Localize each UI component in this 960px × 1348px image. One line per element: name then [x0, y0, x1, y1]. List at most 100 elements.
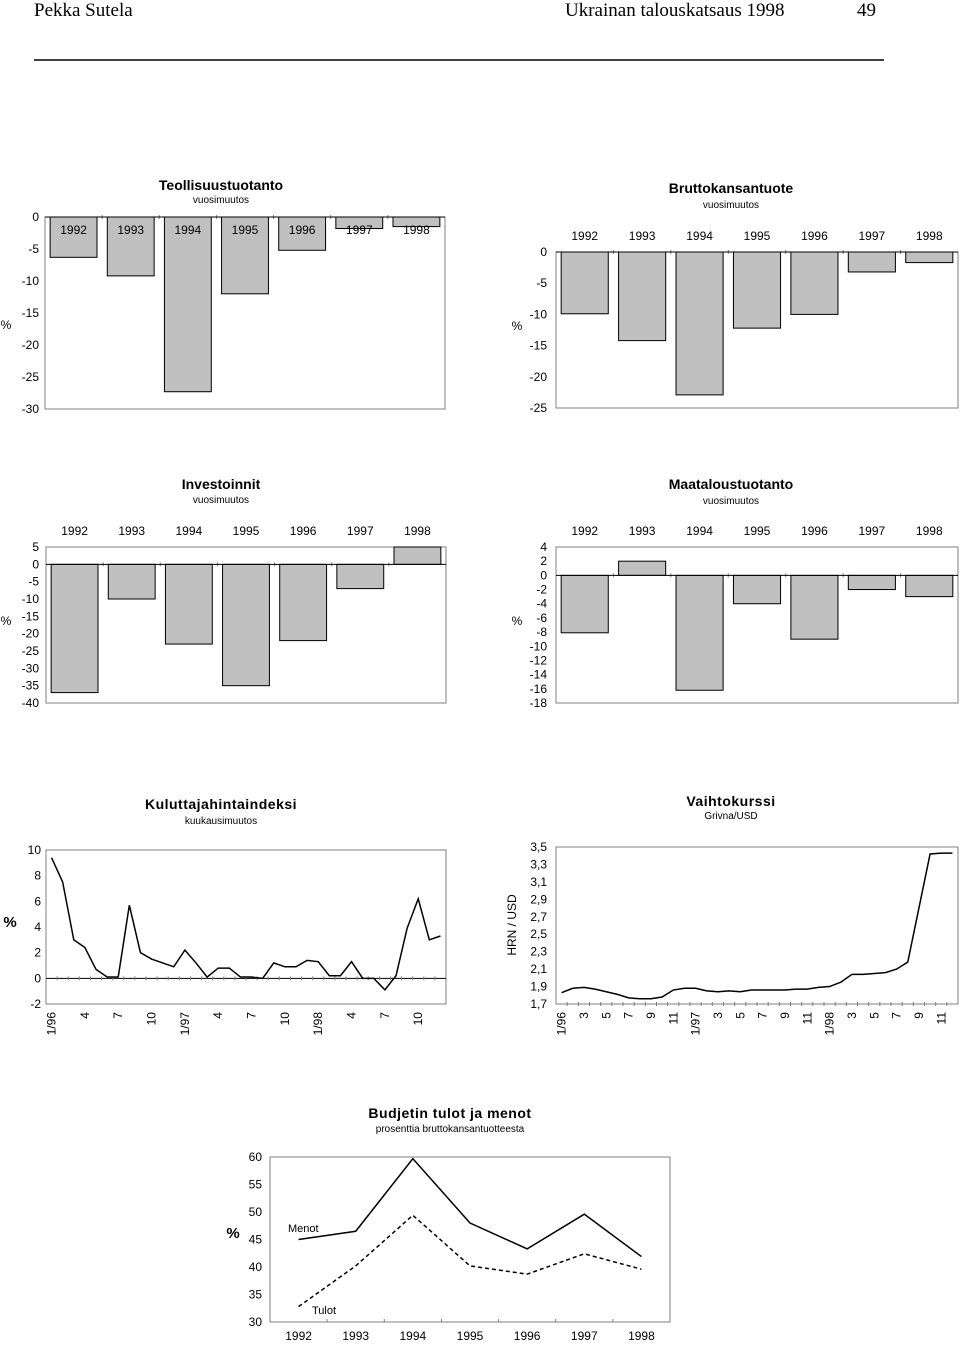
- y-tick-label: -10: [530, 307, 548, 321]
- bar-1992: [560, 251, 609, 315]
- category-label: 1992: [571, 524, 598, 538]
- category-label: 1997: [859, 229, 886, 243]
- x-tick-label: 7: [378, 1012, 392, 1019]
- y-tick-label: 60: [249, 1150, 263, 1164]
- header-author: Pekka Sutela: [34, 0, 133, 21]
- y-tick-label: 0: [32, 557, 39, 571]
- category-label: 1995: [233, 524, 260, 538]
- x-tick-label: 4: [211, 1012, 225, 1019]
- y-tick-label: -2: [536, 583, 547, 597]
- y-tick-label: 40: [249, 1260, 263, 1274]
- y-axis-label: %: [3, 914, 16, 931]
- chart-budjetti: Budjetin tulot ja menot prosenttia brutto…: [226, 1105, 671, 1343]
- series-line-menot: [298, 1157, 642, 1258]
- x-tick-label: 3: [711, 1012, 725, 1019]
- chart-title: Maataloustuotanto: [669, 476, 793, 492]
- y-tick-label: -2: [30, 997, 41, 1011]
- series-line: [50, 857, 441, 992]
- x-tick-label: 11: [800, 1012, 814, 1025]
- bar-1998: [905, 574, 954, 598]
- category-label: 1997: [347, 524, 374, 538]
- bar-1993: [106, 216, 155, 277]
- x-tick-label: 7: [111, 1012, 125, 1019]
- y-tick-label: 0: [540, 568, 547, 582]
- bar-1995: [732, 251, 782, 329]
- series-line-tulot: [298, 1214, 642, 1308]
- y-tick-label: -12: [530, 653, 548, 667]
- chart-title: Kuluttajahintaindeksi: [145, 796, 297, 812]
- category-label: 1995: [457, 1329, 484, 1343]
- y-tick-label: 30: [249, 1315, 263, 1329]
- y-tick-label: -16: [530, 682, 548, 696]
- y-tick-label: 2,1: [530, 962, 547, 976]
- x-tick-label: 3: [845, 1012, 859, 1019]
- plot-area: [555, 546, 959, 704]
- bar-1993: [107, 563, 156, 600]
- y-tick-label: -10: [530, 639, 548, 653]
- y-tick-label: 4: [34, 920, 41, 934]
- chart-subtitle: vuosimuutos: [703, 200, 759, 211]
- y-tick-label: -20: [22, 627, 40, 641]
- y-tick-label: 55: [249, 1178, 263, 1192]
- category-label: 1995: [232, 223, 259, 237]
- category-label: 1996: [801, 524, 828, 538]
- y-tick-label: 2,5: [530, 927, 547, 941]
- y-axis-label: HRN / USD: [505, 894, 519, 956]
- category-label: 1996: [290, 524, 317, 538]
- x-tick-label: 9: [912, 1012, 926, 1019]
- y-tick-label: 3,5: [530, 840, 547, 854]
- x-tick-label: 11: [666, 1012, 680, 1025]
- y-tick-label: 6: [34, 894, 41, 908]
- chart-title: Teollisuustuotanto: [159, 177, 283, 193]
- chart-subtitle: kuukausimuutos: [185, 816, 257, 827]
- y-tick-label: 35: [249, 1288, 263, 1302]
- chart-title: Vaihtokurssi: [686, 793, 775, 809]
- category-label: 1995: [744, 524, 771, 538]
- bar-1993: [618, 251, 667, 342]
- y-tick-label: -40: [22, 696, 40, 710]
- plot-area: [555, 846, 959, 1005]
- bar-1994: [675, 251, 724, 396]
- y-tick-label: -5: [28, 242, 39, 256]
- x-tick-label: 5: [867, 1012, 881, 1019]
- y-tick-label: 8: [34, 869, 41, 883]
- x-tick-label: 7: [756, 1012, 770, 1019]
- category-label: 1992: [285, 1329, 312, 1343]
- chart-kuluttajahinta: Kuluttajahintaindeksi kuukausimuutos 10 8 6 4…: [3, 796, 447, 1036]
- y-tick-label: 10: [28, 843, 42, 857]
- y-tick-label: 50: [249, 1205, 263, 1219]
- x-tick-label: 7: [245, 1012, 259, 1019]
- bar-1994: [164, 563, 213, 645]
- bar-1993: [618, 560, 667, 576]
- y-tick-label: 0: [32, 210, 39, 224]
- x-tick-label: 4: [345, 1012, 359, 1019]
- y-tick-label: -30: [22, 661, 40, 675]
- chart-title: Bruttokansantuote: [669, 180, 794, 196]
- bar-1995: [732, 574, 782, 605]
- category-label: 1996: [514, 1329, 541, 1343]
- bar-1995: [222, 563, 270, 687]
- y-tick-label: -10: [22, 274, 40, 288]
- y-tick-label: 3,1: [530, 875, 547, 889]
- y-tick-label: -18: [530, 696, 548, 710]
- y-tick-label: -35: [22, 679, 40, 693]
- y-tick-label: -6: [536, 611, 547, 625]
- y-tick-label: -20: [530, 370, 548, 384]
- category-label: 1993: [117, 223, 144, 237]
- y-axis-label: %: [512, 319, 523, 333]
- x-tick-label: 1/96: [555, 1012, 569, 1036]
- bar-1996: [279, 563, 328, 642]
- charts-layer: Teollisuustuotanto vuosimuutos 0 -5 -10 -15 -2…: [1, 177, 959, 1343]
- y-axis-label: %: [226, 1225, 239, 1242]
- x-tick-label: 1/97: [178, 1012, 192, 1036]
- y-tick-label: -5: [536, 276, 547, 290]
- y-tick-label: 2: [34, 946, 41, 960]
- y-tick-label: 1,9: [530, 980, 547, 994]
- category-label: 1997: [859, 524, 886, 538]
- y-tick-label: 1,7: [530, 997, 547, 1011]
- y-tick-label: 0: [540, 245, 547, 259]
- y-tick-label: 2,9: [530, 892, 547, 906]
- category-label: 1992: [571, 229, 598, 243]
- y-axis-label: %: [1, 318, 12, 332]
